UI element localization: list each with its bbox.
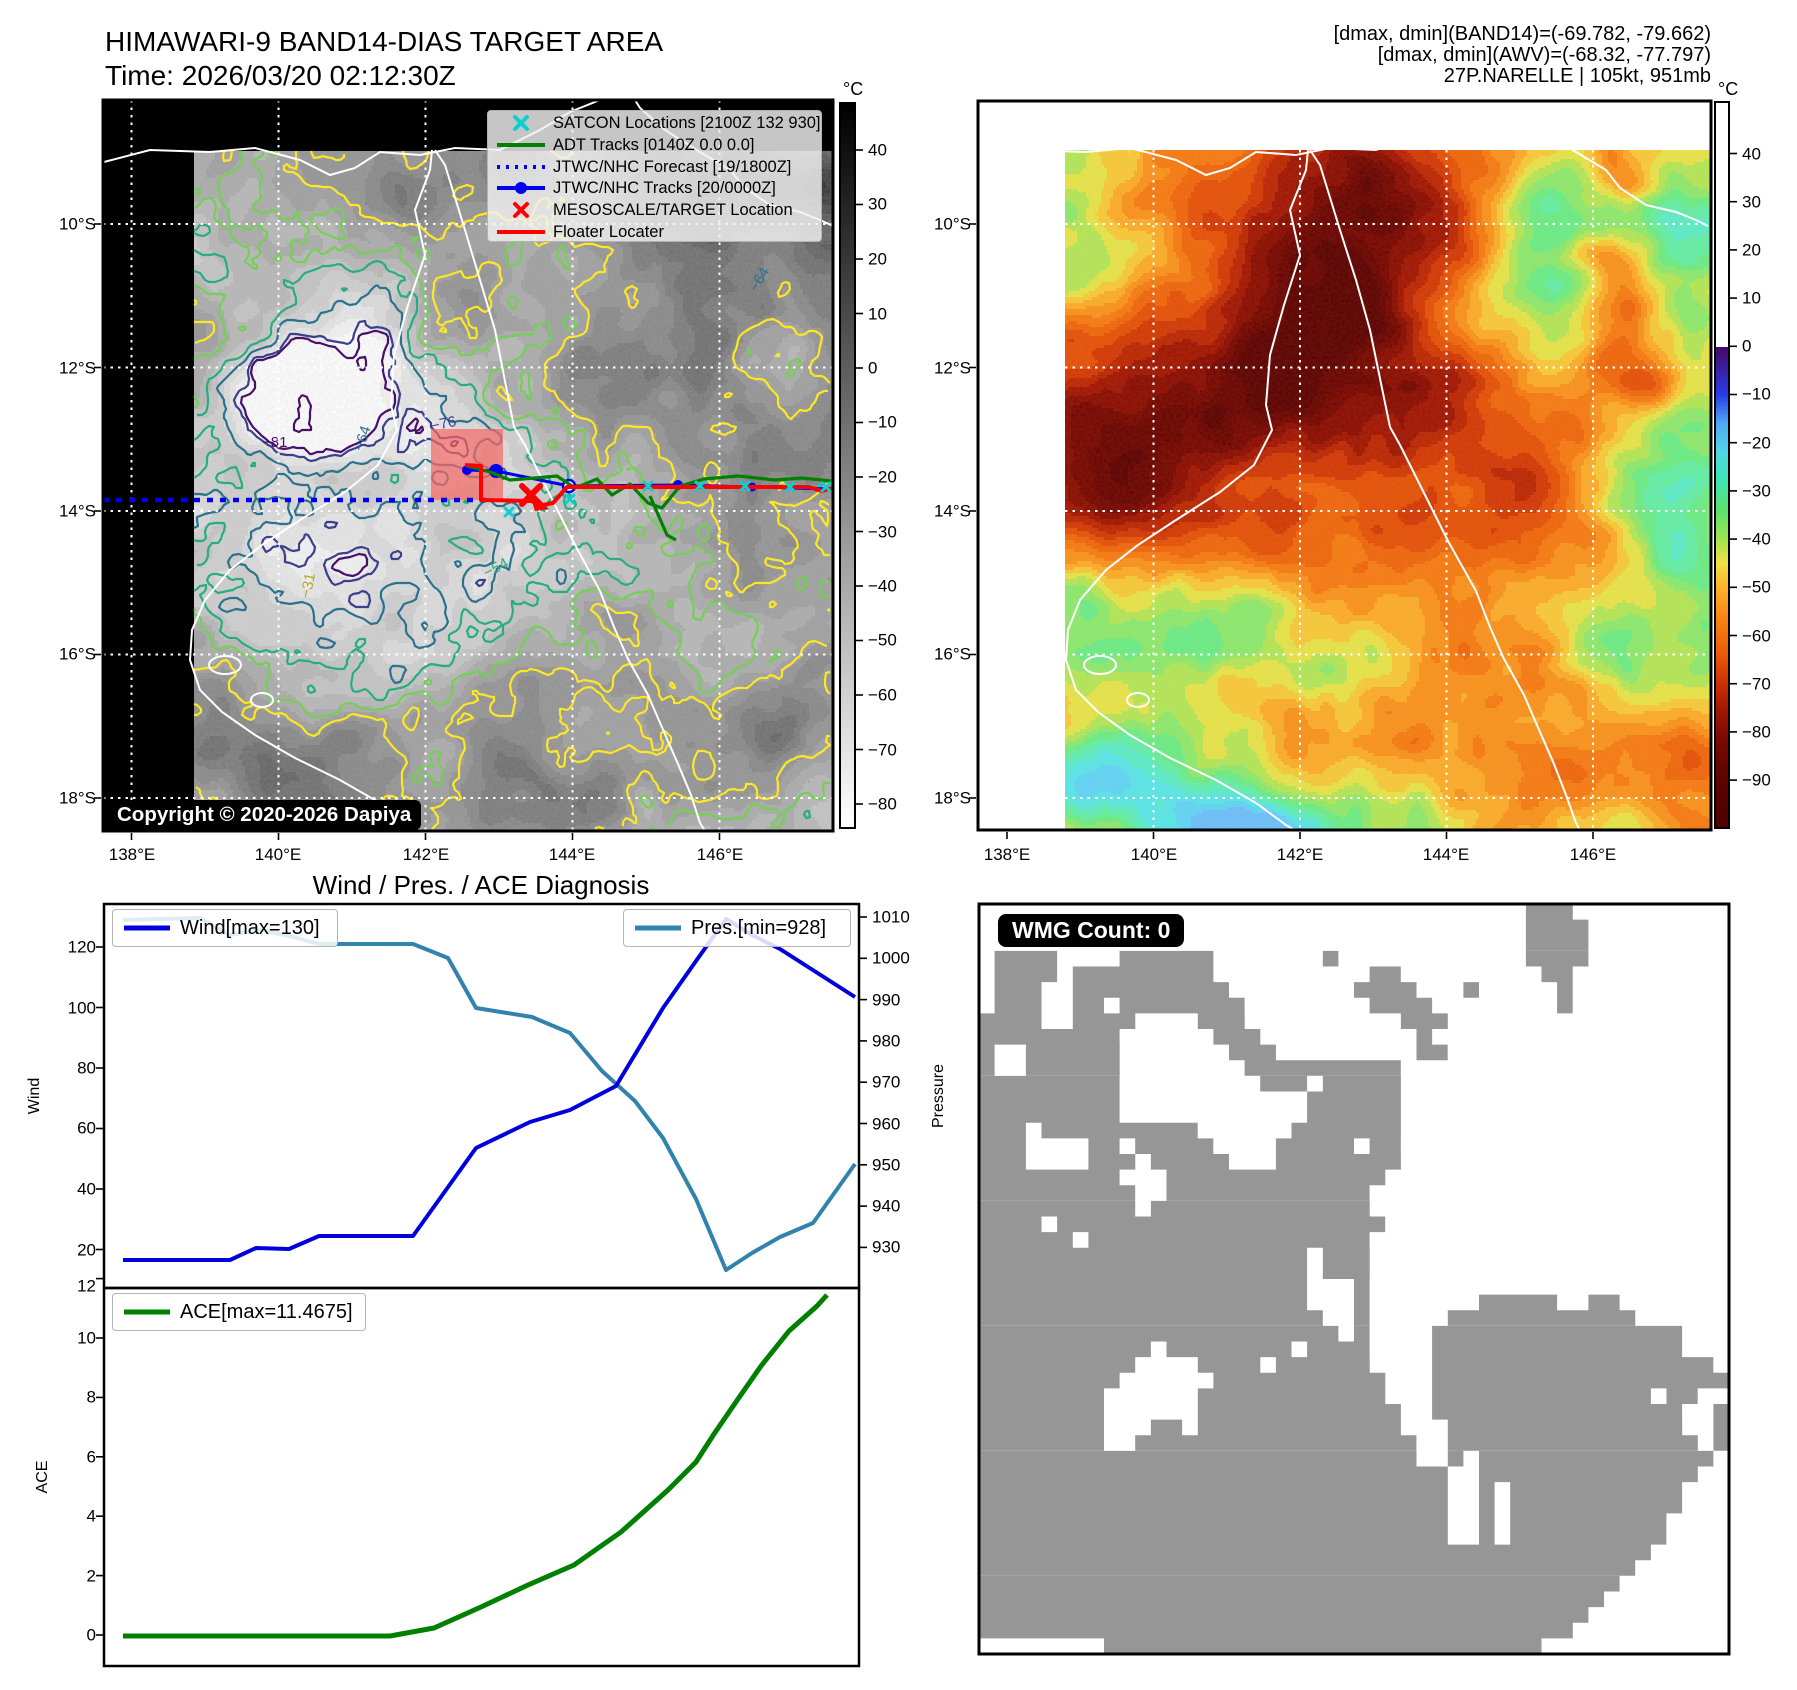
svg-text:−81: −81 [262,434,287,451]
svg-text:−31: −31 [297,571,319,599]
